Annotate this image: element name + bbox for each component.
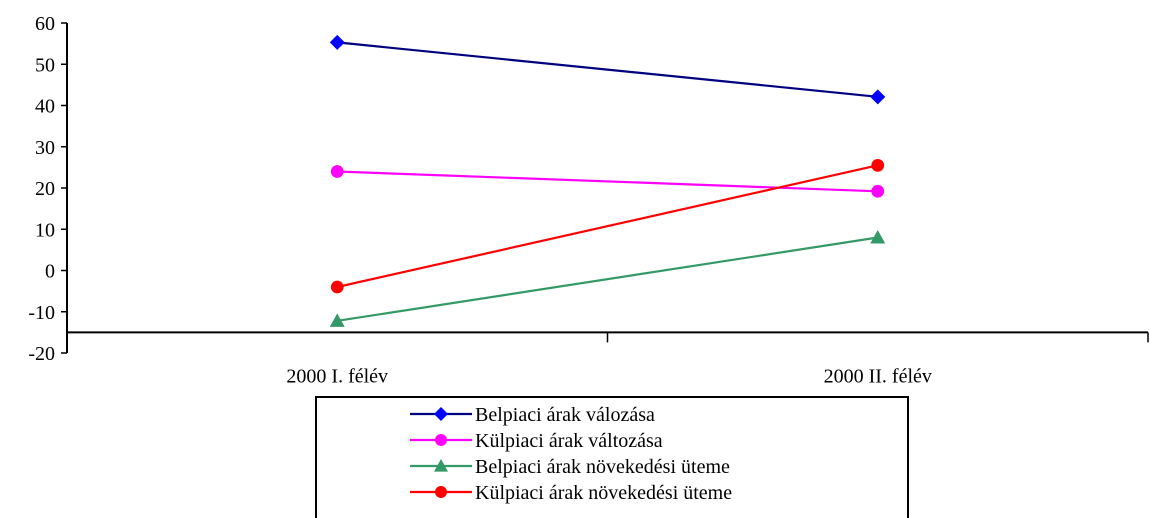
data-point (871, 158, 885, 172)
y-tick-label: 40 (35, 96, 55, 118)
data-point (329, 34, 345, 50)
y-tick-label: 10 (35, 219, 55, 241)
y-axis: 60 50 40 30 20 10 0 -10 -20 (28, 13, 68, 365)
x-axis: 2000 I. félév 2000 II. félév (66, 331, 1149, 387)
data-point (870, 89, 886, 105)
data-point (435, 434, 447, 446)
legend-item: Külpiaci árak változása (410, 430, 663, 452)
series-line (337, 236, 878, 322)
legend-item: Belpiaci árak válozása (410, 404, 655, 426)
series-line (337, 164, 878, 289)
legend-label: Belpiaci árak növekedési üteme (475, 456, 730, 478)
legend-item: Külpiaci árak növekedési üteme (410, 482, 732, 504)
series (329, 34, 886, 105)
legend-item: Belpiaci árak növekedési üteme (410, 456, 730, 478)
y-tick-label: -20 (28, 343, 55, 365)
data-point (434, 459, 448, 472)
data-point (329, 313, 345, 327)
y-tick-label: 60 (35, 13, 55, 35)
data-point (434, 407, 448, 421)
legend-label: Belpiaci árak válozása (475, 404, 655, 426)
data-point (435, 486, 447, 498)
legend-box (315, 396, 909, 518)
legend-label: Külpiaci árak növekedési üteme (475, 482, 732, 504)
y-tick-label: 20 (35, 178, 55, 200)
series (330, 158, 885, 294)
y-tick-label: 30 (35, 137, 55, 159)
series (330, 165, 885, 198)
y-tick-label: 0 (45, 261, 55, 283)
legend-label: Külpiaci árak változása (475, 430, 663, 452)
data-point (330, 165, 344, 178)
series-line (337, 170, 878, 193)
data-point (870, 230, 886, 244)
series (329, 230, 886, 327)
legend: Belpiaci árak válozása Külpiaci árak vált… (315, 396, 909, 518)
x-tick-label: 2000 I. félév (286, 365, 388, 387)
data-point (871, 184, 885, 198)
series-lines (329, 34, 886, 327)
y-tick-label: 50 (35, 54, 55, 76)
x-tick-label: 2000 II. félév (824, 365, 932, 387)
y-tick-label: -10 (28, 302, 55, 324)
data-point (330, 280, 344, 294)
series-line (337, 41, 878, 98)
